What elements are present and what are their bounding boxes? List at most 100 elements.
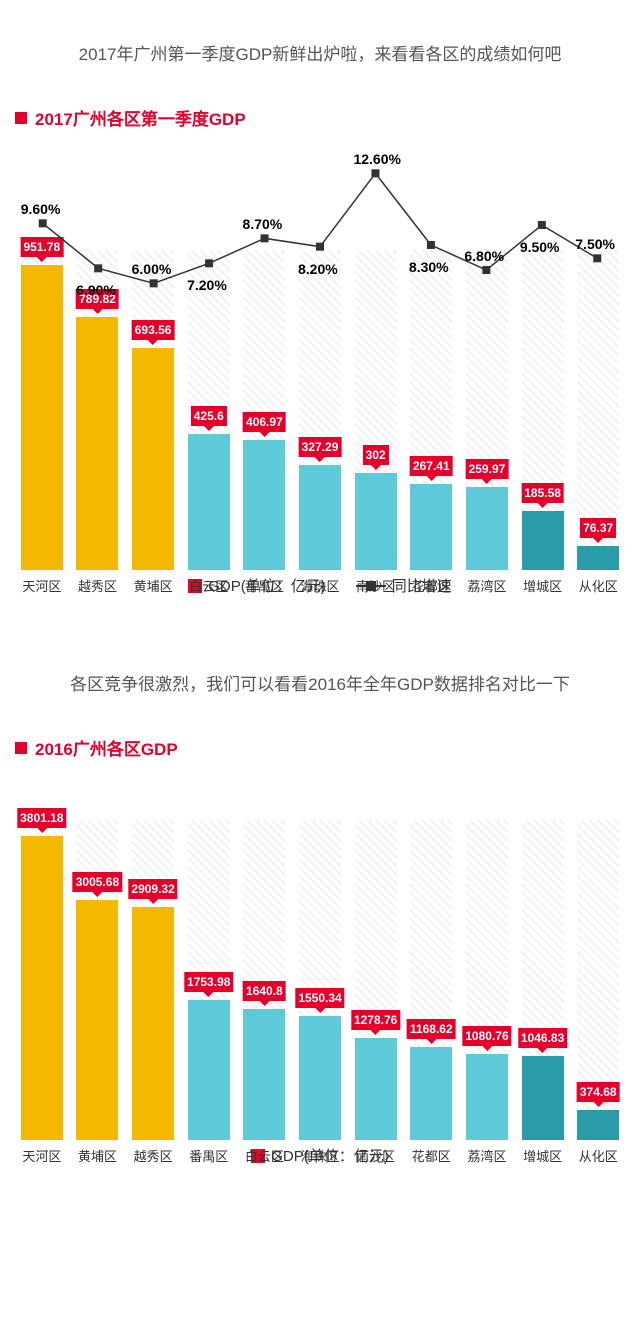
x-axis-label: 天河区 xyxy=(15,576,69,595)
x-axis-label: 黄埔区 xyxy=(71,1146,125,1165)
chart1-wrap: 951.78天河区789.82越秀区693.56黄埔区425.6白云区406.9… xyxy=(15,150,625,630)
bar: 1278.76 xyxy=(355,1038,397,1140)
legend-growth-icon xyxy=(356,585,386,587)
bar-col-5: 1550.34海珠区 xyxy=(293,780,347,1140)
bar-col-4: 406.97番禺区 xyxy=(238,150,292,570)
bar: 1080.76 xyxy=(466,1054,508,1140)
x-axis-label: 荔湾区 xyxy=(460,576,514,595)
x-axis-label: 从化区 xyxy=(571,576,625,595)
x-axis-label: 白云区 xyxy=(238,1146,292,1165)
bar-col-1: 3005.68黄埔区 xyxy=(71,780,125,1140)
growth-label: 8.20% xyxy=(298,261,338,277)
chart1-title-row: 2017广州各区第一季度GDP xyxy=(15,105,625,130)
bar: 374.68 xyxy=(577,1110,619,1140)
x-axis-label: 黄埔区 xyxy=(126,576,180,595)
chart2-area: 3801.18天河区3005.68黄埔区2909.32越秀区1753.98番禺区… xyxy=(15,780,625,1140)
growth-label: 12.60% xyxy=(353,151,400,167)
x-axis-label: 天河区 xyxy=(15,1146,69,1165)
x-axis-label: 越秀区 xyxy=(71,576,125,595)
x-axis-label: 番禺区 xyxy=(238,576,292,595)
bar: 1753.98 xyxy=(188,1000,230,1140)
growth-label: 6.80% xyxy=(464,248,504,264)
bar: 1168.62 xyxy=(410,1047,452,1140)
bar-value-label: 3801.18 xyxy=(17,808,66,828)
bar: 406.97 xyxy=(243,440,285,570)
page-container: 2017年广州第一季度GDP新鲜出炉啦，来看看各区的成绩如何吧 2017广州各区… xyxy=(0,0,640,1220)
bar-value-label: 1046.83 xyxy=(518,1028,567,1048)
bar-col-5: 327.29海珠区 xyxy=(293,150,347,570)
bar-col-3: 425.6白云区 xyxy=(182,150,236,570)
x-axis-label: 从化区 xyxy=(571,1146,625,1165)
bar-col-4: 1640.8白云区 xyxy=(238,780,292,1140)
bar: 951.78 xyxy=(21,265,63,570)
growth-label: 6.00% xyxy=(132,261,172,277)
bar-col-7: 1168.62花都区 xyxy=(404,780,458,1140)
x-axis-label: 白云区 xyxy=(182,576,236,595)
bar-value-label: 425.6 xyxy=(191,406,227,426)
intro-text-2: 各区竞争很激烈，我们可以看看2016年全年GDP数据排名对比一下 xyxy=(15,670,625,695)
growth-label: 6.90% xyxy=(76,282,116,298)
bar-col-2: 693.56黄埔区 xyxy=(126,150,180,570)
bar-value-label: 1080.76 xyxy=(462,1026,511,1046)
bar-value-label: 2909.32 xyxy=(128,879,177,899)
growth-label: 8.70% xyxy=(243,216,283,232)
bar: 327.29 xyxy=(299,465,341,570)
bar-value-label: 267.41 xyxy=(410,456,453,476)
bar-value-label: 374.68 xyxy=(577,1082,620,1102)
chart2-wrap: 3801.18天河区3005.68黄埔区2909.32越秀区1753.98番禺区… xyxy=(15,780,625,1200)
growth-label: 8.30% xyxy=(409,259,449,275)
chart1-bars: 951.78天河区789.82越秀区693.56黄埔区425.6白云区406.9… xyxy=(15,150,625,570)
bar-col-6: 1278.76南沙区 xyxy=(349,780,403,1140)
bar-col-2: 2909.32越秀区 xyxy=(126,780,180,1140)
growth-label: 9.60% xyxy=(21,201,61,217)
x-axis-label: 越秀区 xyxy=(126,1146,180,1165)
bar-col-7: 267.41花都区 xyxy=(404,150,458,570)
bar-value-label: 76.37 xyxy=(580,518,616,538)
title-marker-icon xyxy=(15,742,27,754)
title-marker-icon xyxy=(15,112,27,124)
bar-col-10: 374.68从化区 xyxy=(571,780,625,1140)
bar: 425.6 xyxy=(188,434,230,570)
bar: 267.41 xyxy=(410,484,452,570)
bar-value-label: 406.97 xyxy=(243,412,286,432)
bar-col-3: 1753.98番禺区 xyxy=(182,780,236,1140)
bar: 1640.8 xyxy=(243,1009,285,1140)
bar: 693.56 xyxy=(132,348,174,570)
growth-label: 9.50% xyxy=(520,239,560,255)
bar-col-8: 1080.76荔湾区 xyxy=(460,780,514,1140)
x-axis-label: 海珠区 xyxy=(293,576,347,595)
x-axis-label: 南沙区 xyxy=(349,1146,403,1165)
bar: 789.82 xyxy=(76,317,118,570)
bar-col-10: 76.37从化区 xyxy=(571,150,625,570)
growth-label: 7.50% xyxy=(575,236,615,252)
bar-value-label: 302 xyxy=(363,445,389,465)
bar: 259.97 xyxy=(466,487,508,570)
chart1-area: 951.78天河区789.82越秀区693.56黄埔区425.6白云区406.9… xyxy=(15,150,625,570)
bar-value-label: 327.29 xyxy=(299,437,342,457)
bar-value-label: 185.58 xyxy=(521,483,564,503)
bar-col-9: 1046.83增城区 xyxy=(516,780,570,1140)
chart2-title-row: 2016广州各区GDP xyxy=(15,735,625,760)
x-axis-label: 荔湾区 xyxy=(460,1146,514,1165)
bar: 1046.83 xyxy=(522,1056,564,1140)
bar-value-label: 693.56 xyxy=(132,320,175,340)
growth-label: 7.20% xyxy=(187,277,227,293)
bar: 3801.18 xyxy=(21,836,63,1140)
intro-text-1: 2017年广州第一季度GDP新鲜出炉啦，来看看各区的成绩如何吧 xyxy=(15,40,625,65)
bar-col-0: 3801.18天河区 xyxy=(15,780,69,1140)
x-axis-label: 海珠区 xyxy=(293,1146,347,1165)
bar-value-label: 1168.62 xyxy=(407,1019,456,1039)
x-axis-label: 增城区 xyxy=(516,576,570,595)
bar-value-label: 259.97 xyxy=(466,459,509,479)
bar: 1550.34 xyxy=(299,1016,341,1140)
x-axis-label: 增城区 xyxy=(516,1146,570,1165)
bar-value-label: 1550.34 xyxy=(295,988,344,1008)
bar: 2909.32 xyxy=(132,907,174,1140)
chart2-title: 2016广州各区GDP xyxy=(35,735,178,760)
bar-col-9: 185.58增城区 xyxy=(516,150,570,570)
bar-col-1: 789.82越秀区 xyxy=(71,150,125,570)
bar-value-label: 1640.8 xyxy=(243,981,286,1001)
bar-value-label: 3005.68 xyxy=(73,872,122,892)
bar: 3005.68 xyxy=(76,900,118,1140)
bar: 302 xyxy=(355,473,397,570)
